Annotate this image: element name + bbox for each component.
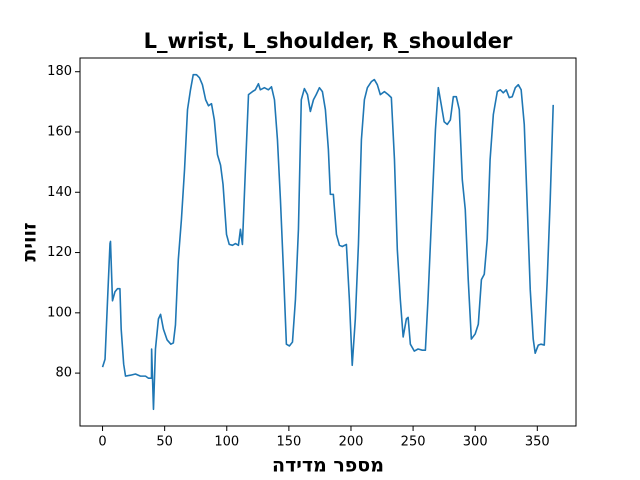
y-tick-label: 80 [55, 366, 72, 381]
x-tick-label: 50 [156, 435, 173, 450]
x-tick-label: 300 [463, 435, 488, 450]
y-axis-label: זווית [19, 222, 41, 261]
chart-title: L_wrist, L_shoulder, R_shoulder [144, 29, 513, 53]
x-tick-label: 200 [339, 435, 364, 450]
y-tick-label: 140 [47, 185, 72, 200]
x-tick-label: 100 [214, 435, 239, 450]
x-tick-label: 250 [401, 435, 426, 450]
y-tick-label: 160 [47, 124, 72, 139]
y-tick-label: 100 [47, 305, 72, 320]
y-tick-label: 120 [47, 245, 72, 260]
x-tick-label: 150 [276, 435, 301, 450]
plot-frame [79, 57, 577, 427]
y-tick-label: 180 [47, 64, 72, 79]
x-axis-label: מספר מדידה [272, 455, 384, 477]
data-line [101, 73, 555, 411]
x-tick-label: 0 [98, 435, 106, 450]
x-tick-label: 350 [525, 435, 550, 450]
